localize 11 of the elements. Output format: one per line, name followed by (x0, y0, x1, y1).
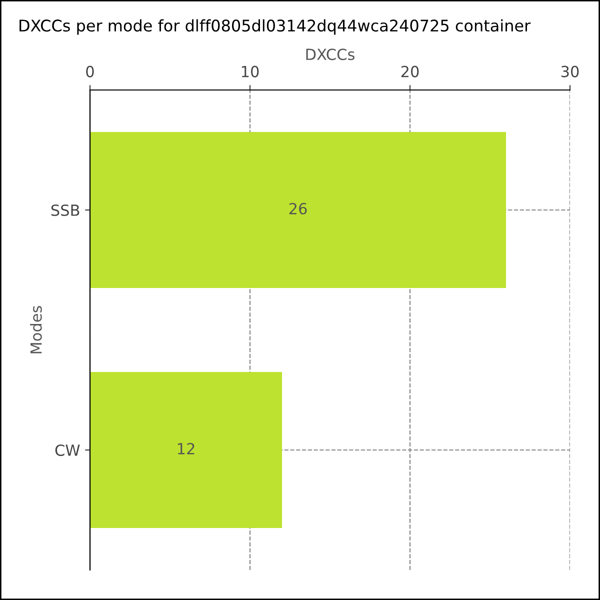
y-tick-label: SSB (51, 204, 80, 216)
chart-title: DXCCs per mode for dlff0805dl03142dq44wca240725 container (20, 19, 531, 35)
x-tick-label: 0 (86, 66, 94, 78)
data-label: 26 (289, 202, 307, 214)
data-label: 12 (178, 442, 194, 454)
x-tick-label: 20 (401, 66, 419, 78)
x-tick-label: 10 (242, 66, 259, 78)
y-tick-label: CW (55, 444, 80, 456)
x-tick-label: 30 (561, 66, 579, 78)
x-axis-title: DXCCs (306, 48, 354, 60)
y-axis-title: Modes (30, 306, 42, 354)
